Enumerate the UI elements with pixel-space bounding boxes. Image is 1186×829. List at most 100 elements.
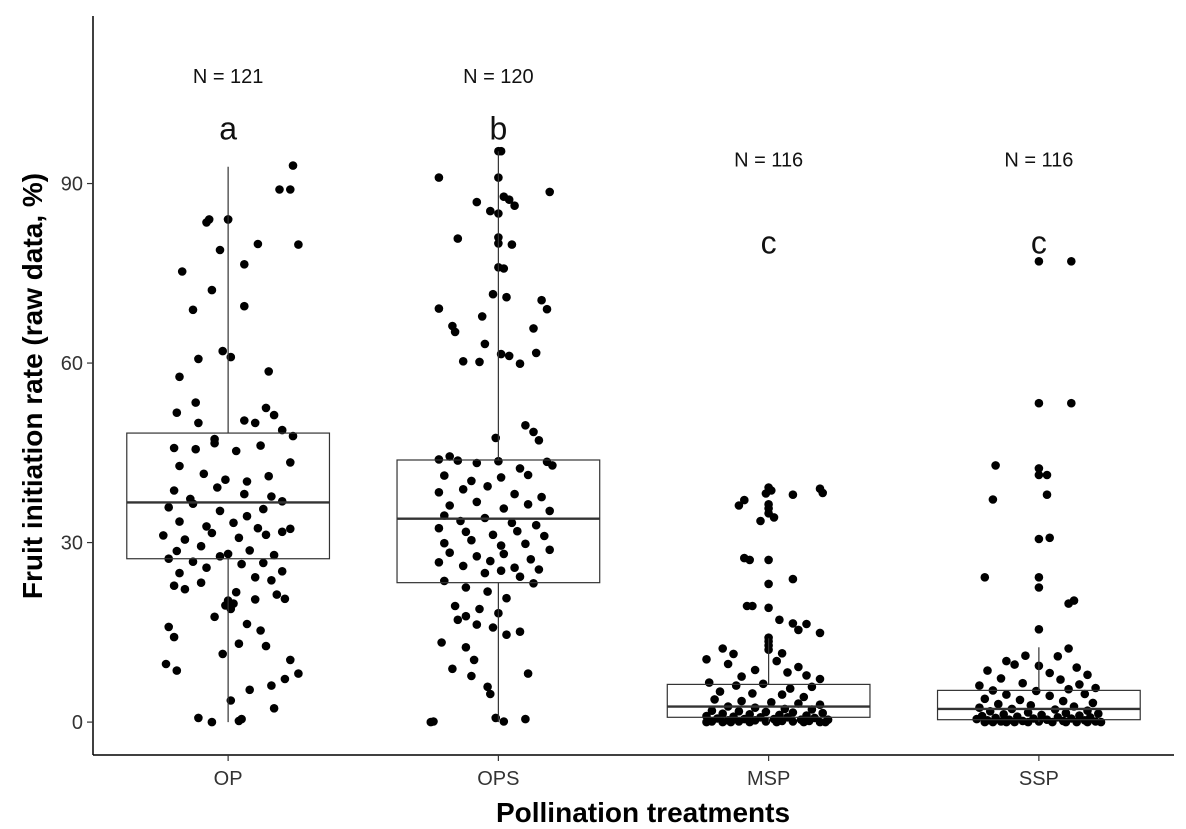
data-point xyxy=(161,659,171,669)
annotations: N = 121 a N = 120 b N = 116 c N = 116 c xyxy=(193,66,1074,261)
data-point xyxy=(269,410,279,420)
data-point xyxy=(1015,695,1025,705)
data-point xyxy=(988,717,998,727)
data-point xyxy=(445,548,455,557)
data-point xyxy=(475,357,484,367)
data-point xyxy=(221,475,230,485)
data-point xyxy=(458,485,468,494)
data-point xyxy=(537,492,546,502)
data-point xyxy=(996,674,1006,683)
data-point xyxy=(999,710,1008,719)
data-point xyxy=(764,603,773,613)
data-point xyxy=(494,456,503,466)
data-point xyxy=(1034,470,1044,480)
data-point xyxy=(286,524,295,534)
data-point xyxy=(261,403,271,413)
data-point xyxy=(1080,689,1090,699)
data-point xyxy=(777,690,787,699)
data-point xyxy=(1034,573,1044,582)
data-point xyxy=(294,669,303,678)
data-point xyxy=(983,666,992,675)
data-point xyxy=(486,206,495,216)
data-point xyxy=(213,483,222,492)
data-point xyxy=(272,590,282,599)
data-point xyxy=(702,717,711,727)
data-point xyxy=(761,489,771,498)
data-point xyxy=(440,538,449,548)
data-point xyxy=(242,511,252,521)
data-point xyxy=(504,351,514,361)
data-point xyxy=(545,187,554,197)
data-point xyxy=(277,527,287,537)
data-point xyxy=(775,615,784,625)
data-point xyxy=(461,527,471,537)
data-point xyxy=(194,713,203,723)
data-point xyxy=(785,684,795,693)
data-point xyxy=(723,659,733,669)
data-point xyxy=(202,218,211,227)
data-point xyxy=(818,488,827,498)
data-point xyxy=(237,559,246,569)
data-point xyxy=(207,717,217,727)
data-point xyxy=(267,576,276,585)
data-point xyxy=(499,717,509,726)
data-point xyxy=(761,707,771,717)
data-point xyxy=(486,556,495,566)
data-point xyxy=(515,572,525,581)
data-point xyxy=(548,461,557,470)
data-point xyxy=(188,305,198,315)
data-point xyxy=(1021,651,1030,660)
data-point xyxy=(545,545,554,555)
data-point xyxy=(267,681,276,690)
data-point xyxy=(261,641,271,651)
data-point xyxy=(513,526,522,536)
data-point xyxy=(521,714,530,724)
data-point xyxy=(523,470,533,480)
data-point xyxy=(815,628,825,638)
axes: 0 30 60 90 OP OPS MSP SSP xyxy=(61,16,1174,790)
data-point xyxy=(434,304,444,313)
data-point xyxy=(286,185,295,194)
data-point xyxy=(1083,670,1092,680)
data-point xyxy=(1091,683,1100,693)
data-point xyxy=(256,626,265,635)
data-point xyxy=(215,245,225,255)
data-point xyxy=(526,555,536,564)
data-point xyxy=(234,716,244,726)
data-point xyxy=(1042,490,1052,500)
data-point xyxy=(480,568,490,578)
data-point xyxy=(1048,717,1057,727)
data-point xyxy=(461,611,471,621)
data-point xyxy=(448,664,457,674)
data-point xyxy=(502,292,511,302)
data-point xyxy=(496,566,506,575)
data-point xyxy=(534,565,544,574)
y-axis-title: Fruit initiation rate (raw data, %) xyxy=(17,173,48,599)
data-point xyxy=(164,622,173,632)
y-tick-label: 60 xyxy=(61,353,83,375)
box-ssp xyxy=(936,647,1141,723)
data-point xyxy=(1026,701,1036,710)
data-point xyxy=(529,324,538,333)
data-point xyxy=(731,681,741,690)
data-point xyxy=(799,692,809,702)
box-iqr xyxy=(396,459,601,584)
data-point xyxy=(1096,717,1106,727)
data-point xyxy=(196,541,206,551)
data-point xyxy=(515,627,525,636)
data-point xyxy=(286,458,295,467)
data-point xyxy=(772,717,781,727)
data-point xyxy=(472,497,482,507)
data-point xyxy=(194,354,203,364)
data-point xyxy=(172,408,182,418)
data-point xyxy=(264,367,274,376)
data-point xyxy=(502,593,511,603)
data-point xyxy=(1067,398,1076,408)
data-point xyxy=(229,518,238,528)
data-point xyxy=(502,630,511,639)
data-point xyxy=(188,557,198,566)
data-point xyxy=(499,192,509,201)
data-point xyxy=(1075,680,1084,689)
data-point xyxy=(210,612,219,622)
data-point xyxy=(445,501,455,510)
